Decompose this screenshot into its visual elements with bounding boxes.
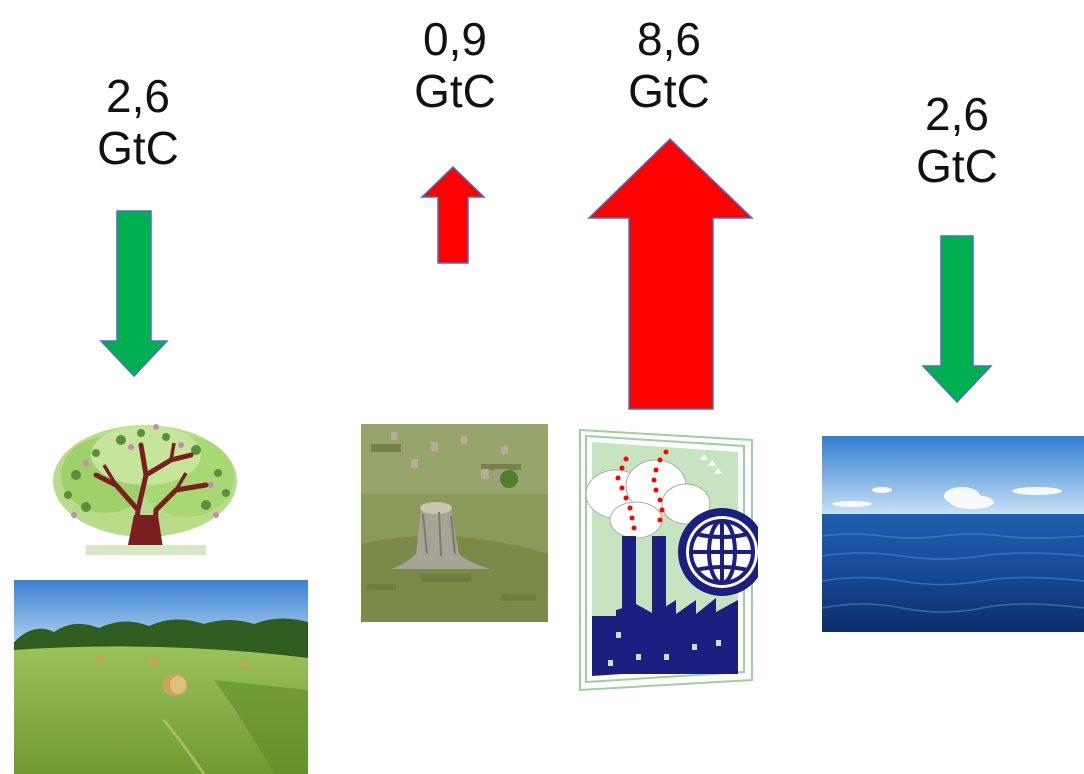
flux-unit: GtC <box>628 65 710 117</box>
flux-value: 0,9 <box>423 13 487 65</box>
flux-unit: GtC <box>97 122 179 174</box>
ocean-photo <box>822 436 1084 632</box>
green-down-arrow-land <box>99 210 169 378</box>
flux-unit: GtC <box>916 140 998 192</box>
flux-label-fossil: 8,6 GtC <box>609 13 729 117</box>
red-up-arrow-deforestation <box>420 165 486 264</box>
green-down-arrow-ocean <box>921 235 993 404</box>
tree-stumps-photo <box>361 424 548 622</box>
red-up-arrow-fossil <box>587 137 754 410</box>
flux-unit: GtC <box>414 65 496 117</box>
flux-value: 8,6 <box>637 13 701 65</box>
flux-label-deforestation: 0,9 GtC <box>395 13 515 117</box>
flux-label-land: 2,6 GtC <box>78 70 198 174</box>
tree-picture <box>46 415 244 555</box>
flux-label-ocean: 2,6 GtC <box>897 88 1017 192</box>
flux-value: 2,6 <box>925 88 989 140</box>
flux-value: 2,6 <box>106 70 170 122</box>
factory-globe-clipart <box>579 428 758 692</box>
meadow-photo <box>14 580 308 774</box>
